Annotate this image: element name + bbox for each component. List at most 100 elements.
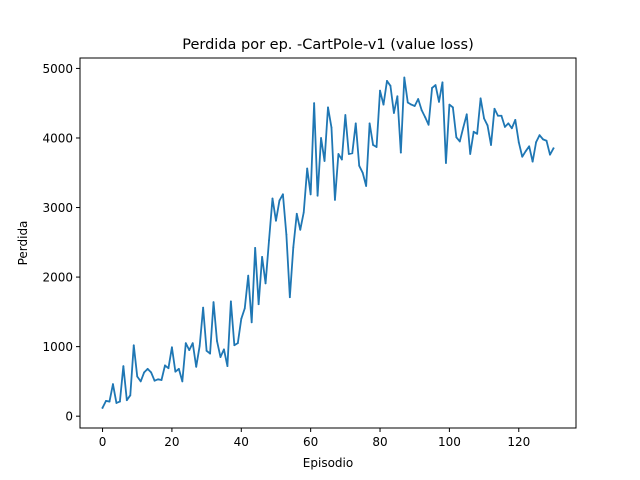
data-point: [431, 87, 433, 89]
data-point: [299, 228, 302, 231]
x-tick-label: 40: [234, 435, 249, 449]
data-point: [250, 321, 253, 324]
data-points: [101, 76, 555, 409]
data-point: [195, 365, 198, 368]
data-point: [538, 134, 541, 137]
data-point: [438, 100, 440, 103]
chart-title: Perdida por ep. -CartPole-v1 (value loss…: [182, 37, 474, 53]
data-point: [198, 345, 201, 347]
data-point: [528, 145, 531, 148]
data-point: [275, 219, 277, 222]
data-point: [472, 130, 475, 133]
data-point: [517, 141, 520, 144]
data-point: [202, 306, 205, 309]
data-point: [486, 124, 489, 127]
data-point: [112, 383, 114, 386]
y-tick-label: 4000: [42, 131, 73, 145]
data-point: [302, 211, 305, 214]
data-point: [118, 400, 121, 403]
data-point: [243, 307, 246, 310]
data-point: [354, 122, 357, 125]
data-point: [406, 101, 409, 104]
data-point: [330, 126, 333, 129]
data-point: [549, 153, 551, 156]
data-point: [379, 89, 381, 92]
data-point: [542, 138, 544, 141]
data-point: [500, 114, 503, 117]
data-point: [261, 256, 263, 258]
data-point: [282, 193, 284, 196]
data-point: [122, 365, 125, 367]
data-point: [157, 378, 159, 381]
data-point: [167, 367, 170, 370]
data-point: [164, 364, 166, 367]
data-point: [216, 340, 218, 342]
data-point: [212, 301, 215, 304]
data-point: [441, 81, 444, 84]
data-point: [337, 153, 340, 155]
data-point: [524, 150, 527, 153]
data-point: [219, 356, 222, 358]
data-point: [143, 371, 146, 374]
data-point: [372, 144, 374, 146]
x-tick-label: 0: [99, 435, 107, 449]
data-point: [507, 122, 510, 125]
data-point: [174, 370, 177, 373]
data-point: [465, 113, 468, 116]
data-point: [462, 126, 465, 129]
data-point: [226, 365, 229, 367]
data-point: [309, 193, 312, 196]
data-point: [497, 114, 499, 117]
data-point: [361, 171, 364, 174]
data-point: [209, 352, 211, 355]
x-axis-label: Episodio: [303, 456, 353, 470]
data-point: [365, 185, 368, 187]
data-point: [382, 103, 385, 106]
data-point: [160, 379, 163, 381]
y-tick-label: 2000: [42, 271, 73, 285]
data-point: [344, 114, 347, 116]
data-point: [531, 160, 534, 163]
data-point: [393, 112, 395, 114]
data-point: [490, 144, 492, 146]
data-point: [427, 123, 430, 126]
data-point: [146, 367, 149, 370]
data-point: [229, 300, 232, 303]
data-point: [292, 246, 295, 249]
data-point: [136, 375, 139, 378]
data-point: [521, 155, 524, 158]
data-point: [351, 152, 354, 155]
data-point: [368, 122, 371, 125]
data-point: [451, 106, 454, 109]
data-point: [101, 406, 104, 409]
data-point: [278, 199, 281, 202]
x-tick-label: 60: [303, 435, 318, 449]
data-point: [483, 117, 485, 120]
data-point: [306, 167, 309, 170]
data-point: [493, 107, 496, 110]
data-point: [358, 164, 361, 167]
data-point: [476, 132, 479, 135]
data-point: [417, 98, 420, 100]
data-point: [510, 127, 513, 130]
data-point: [257, 303, 260, 306]
data-point: [108, 400, 111, 403]
data-point: [320, 137, 322, 139]
data-point: [413, 105, 416, 107]
data-point: [240, 317, 243, 320]
data-point: [205, 349, 208, 352]
data-point: [445, 162, 447, 164]
data-point: [115, 402, 118, 404]
data-point: [188, 349, 191, 352]
data-point: [469, 153, 472, 155]
data-point: [181, 380, 184, 383]
data-point: [288, 296, 291, 299]
data-point: [271, 197, 274, 200]
data-point: [347, 153, 350, 155]
data-point: [514, 119, 517, 121]
data-point: [334, 198, 336, 201]
data-point: [434, 84, 437, 87]
data-point: [410, 103, 413, 106]
y-axis: 0 1000 2000 3000 4000 5000: [42, 62, 80, 424]
data-point: [247, 274, 250, 277]
